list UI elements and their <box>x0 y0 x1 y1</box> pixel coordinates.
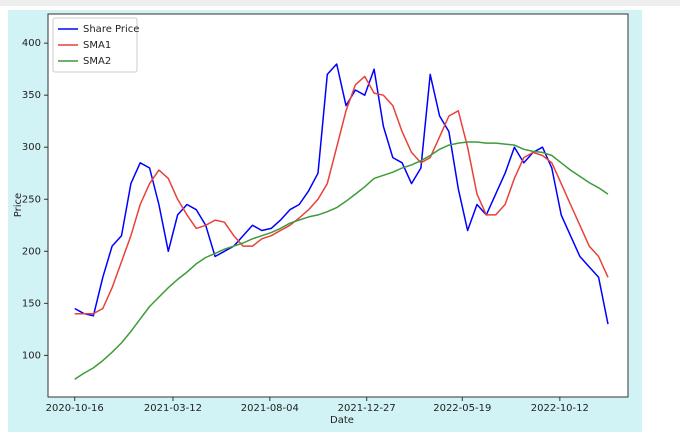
x-axis-label: Date <box>330 415 354 426</box>
legend-label: SMA1 <box>83 40 111 51</box>
series-line <box>74 75 609 315</box>
x-tick-label: 2022-05-19 <box>433 403 491 414</box>
series-line <box>74 141 609 380</box>
plot-area <box>48 14 628 397</box>
legend-label: Share Price <box>83 24 139 35</box>
x-tick-label: 2021-12-27 <box>338 403 396 414</box>
x-tick-label: 2020-10-16 <box>46 403 104 414</box>
y-tick-label: 150 <box>22 298 41 309</box>
axes-frame <box>47 13 629 398</box>
x-tick-label: 2021-08-04 <box>241 403 299 414</box>
legend-label: SMA2 <box>83 56 111 67</box>
y-tick-label: 250 <box>22 194 41 205</box>
y-tick-label: 200 <box>22 246 41 257</box>
top-strip <box>0 0 680 6</box>
y-axis-label: Price <box>13 193 24 217</box>
y-tick-label: 100 <box>22 350 41 361</box>
y-tick-label: 300 <box>22 142 41 153</box>
x-tick-label: 2022-10-12 <box>531 403 589 414</box>
y-tick-label: 350 <box>22 90 41 101</box>
x-tick-label: 2021-03-12 <box>144 403 202 414</box>
y-tick-label: 400 <box>22 38 41 49</box>
series-line <box>74 63 609 325</box>
legend-box <box>52 17 138 73</box>
